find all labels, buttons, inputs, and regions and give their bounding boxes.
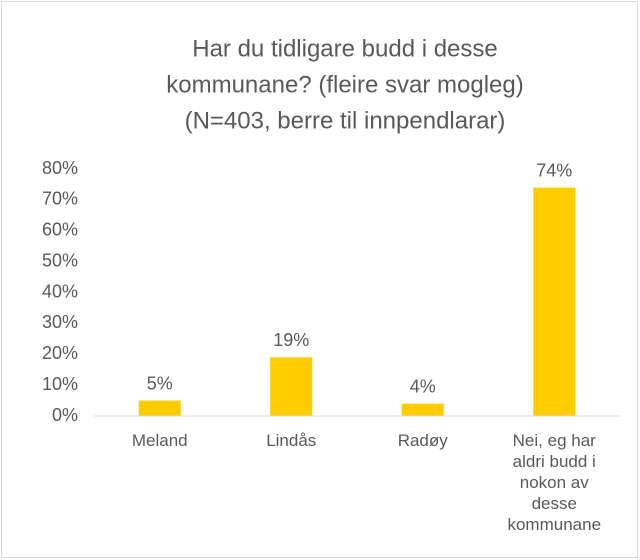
x-tick-label: Lindås xyxy=(266,431,317,450)
data-label: 74% xyxy=(536,160,572,180)
bar xyxy=(138,400,181,416)
bar xyxy=(401,403,444,416)
y-tick-label: 50% xyxy=(42,250,78,270)
y-tick-label: 30% xyxy=(42,312,78,332)
chart-title: kommunane? (fleire svar mogleg) xyxy=(166,71,523,98)
y-tick-label: 70% xyxy=(42,189,78,209)
data-label: 4% xyxy=(410,376,436,396)
y-tick-label: 20% xyxy=(42,343,78,363)
y-tick-label: 0% xyxy=(52,405,78,425)
x-tick-label: Meland xyxy=(131,431,188,450)
y-tick-label: 60% xyxy=(42,220,78,240)
y-tick-label: 10% xyxy=(42,374,78,394)
chart-title: Har du tidligare budd i desse xyxy=(192,35,498,62)
y-tick-label: 80% xyxy=(42,158,78,178)
bar xyxy=(533,187,576,416)
data-label: 19% xyxy=(273,330,309,350)
y-tick-label: 40% xyxy=(42,281,78,301)
x-tick-label: Radøy xyxy=(397,431,448,450)
x-tick-label: Nei, eg har aldri budd i nokon av desse … xyxy=(507,431,602,534)
chart-title: (N=403, berre til innpendlarar) xyxy=(185,107,506,134)
data-label: 5% xyxy=(147,373,173,393)
bar xyxy=(270,357,313,416)
